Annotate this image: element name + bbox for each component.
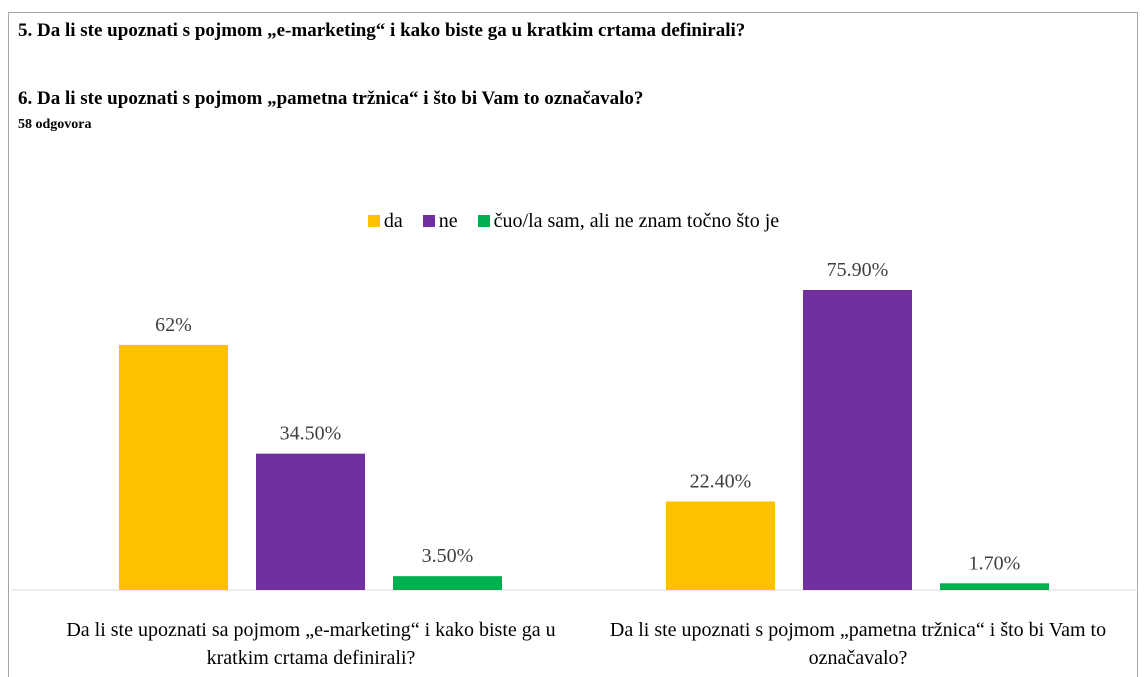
bar xyxy=(666,501,775,590)
legend-swatch xyxy=(477,215,490,227)
legend-swatch xyxy=(422,215,435,227)
bar xyxy=(803,290,912,590)
legend-item: da xyxy=(367,210,403,233)
value-label: 62% xyxy=(155,314,192,336)
legend-label: ne xyxy=(438,210,458,232)
category-label: Da li ste upoznati sa pojmom „e-marketin… xyxy=(66,619,556,669)
value-label: 34.50% xyxy=(280,423,342,445)
legend-item: čuo/la sam, ali ne znam točno što je xyxy=(477,210,780,233)
question-title: 6. Da li ste upoznati s pojmom „pametna … xyxy=(18,88,644,109)
legend-item: ne xyxy=(422,210,458,233)
legend-label: da xyxy=(383,210,403,232)
legend-label: čuo/la sam, ali ne znam točno što je xyxy=(493,210,780,232)
bar xyxy=(393,576,502,590)
value-label: 75.90% xyxy=(827,259,889,281)
bar xyxy=(119,344,228,590)
value-label: 3.50% xyxy=(422,545,474,567)
value-label: 1.70% xyxy=(969,552,1021,574)
legend: da ne čuo/la sam, ali ne znam točno što je xyxy=(0,210,1147,233)
subtitle: 58 odgovora xyxy=(18,117,92,132)
bar xyxy=(940,583,1049,590)
bar xyxy=(256,453,365,590)
question-title: 5. Da li ste upoznati s pojmom „e-market… xyxy=(18,20,746,41)
category-label: Da li ste upoznati s pojmom „pametna trž… xyxy=(609,619,1107,669)
value-label: 22.40% xyxy=(690,470,752,492)
frame xyxy=(8,12,1138,677)
legend-swatch xyxy=(367,215,380,227)
